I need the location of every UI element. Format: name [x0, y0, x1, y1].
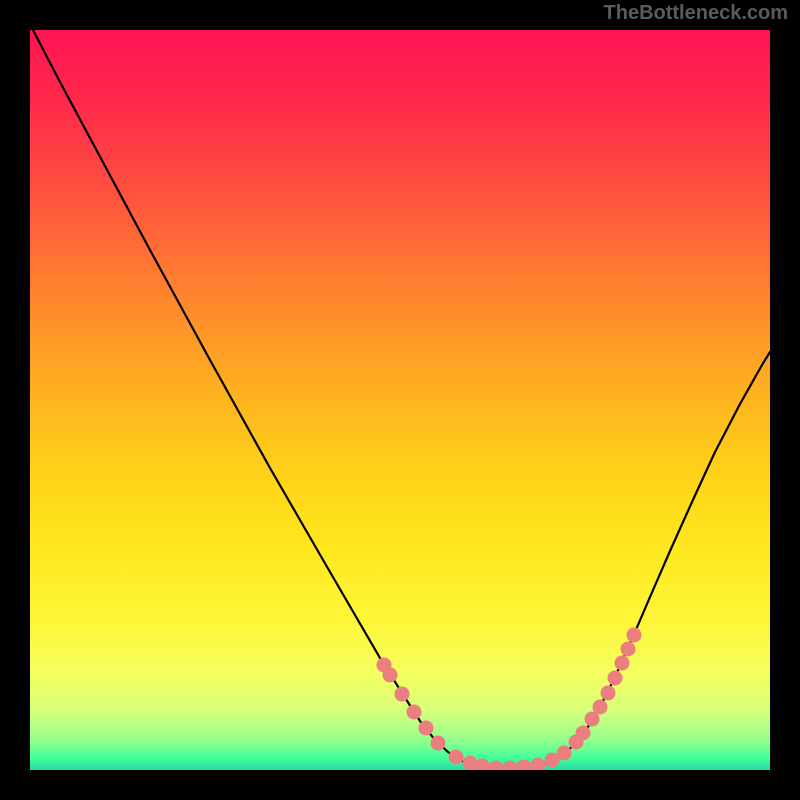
- curve-marker: [615, 656, 630, 671]
- curve-marker: [557, 746, 572, 761]
- attribution-text: TheBottleneck.com: [604, 2, 788, 25]
- curve-marker: [407, 705, 422, 720]
- curve-marker: [383, 668, 398, 683]
- curve-marker: [627, 628, 642, 643]
- chart-svg: [30, 30, 770, 770]
- chart-frame: TheBottleneck.com: [0, 0, 800, 800]
- curve-marker: [395, 687, 410, 702]
- plot-area: [30, 30, 770, 770]
- curve-marker: [431, 736, 446, 751]
- curve-marker: [593, 700, 608, 715]
- gradient-background: [30, 30, 770, 770]
- curve-marker: [419, 721, 434, 736]
- curve-marker: [601, 686, 616, 701]
- curve-marker: [621, 642, 636, 657]
- curve-marker: [576, 726, 591, 741]
- curve-marker: [449, 750, 464, 765]
- curve-marker: [608, 671, 623, 686]
